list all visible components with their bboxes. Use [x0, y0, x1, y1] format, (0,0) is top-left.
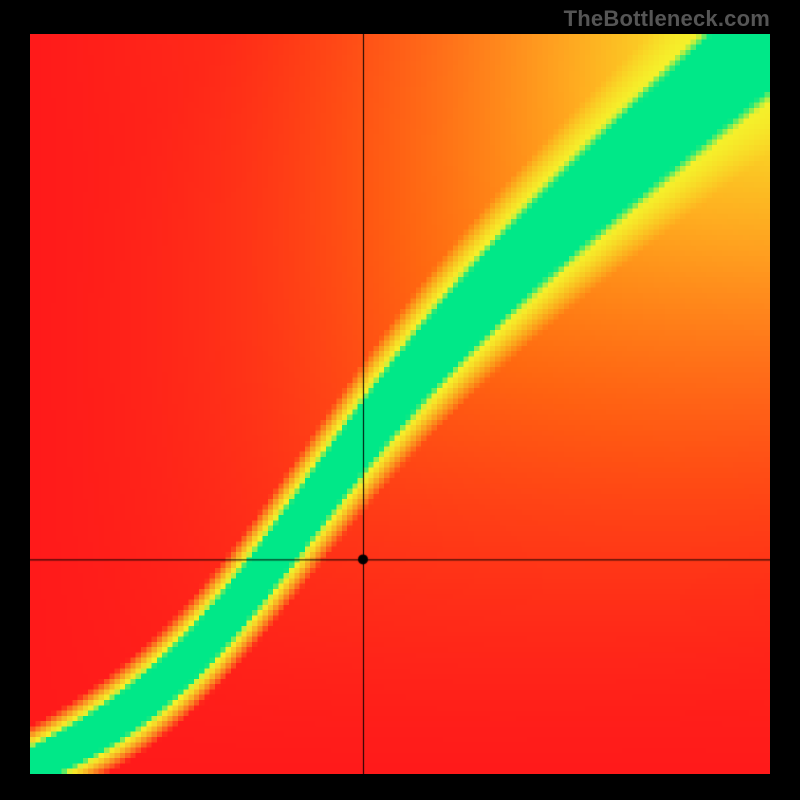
watermark-label: TheBottleneck.com — [564, 6, 770, 32]
crosshair-overlay — [30, 34, 770, 774]
